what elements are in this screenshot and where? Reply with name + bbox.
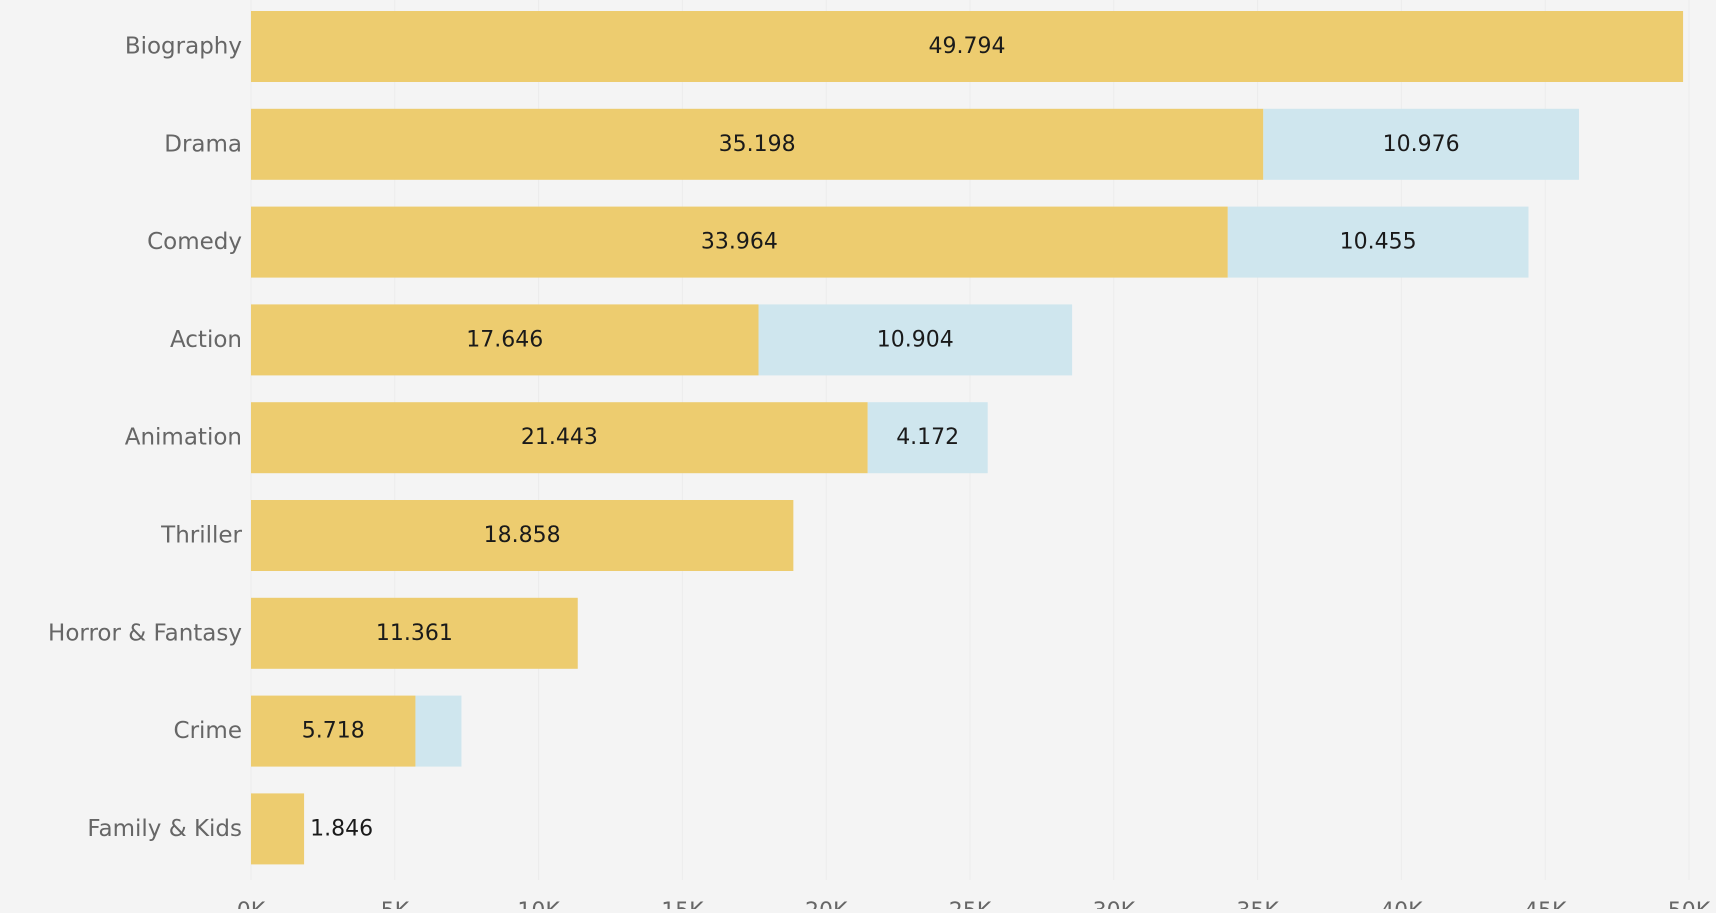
x-tick-label: 15K	[661, 899, 704, 909]
bar-segment	[251, 206, 1228, 278]
x-tick-label: 50K	[1668, 899, 1711, 909]
bar-value-label: 49.794	[929, 34, 1006, 59]
bar-segment	[251, 695, 416, 767]
bar-value-label: 17.646	[466, 327, 543, 352]
bar-value-label: 21.443	[521, 425, 598, 450]
category-label: Comedy	[147, 229, 242, 255]
bar-segment	[415, 695, 462, 767]
category-label: Family & Kids	[87, 816, 242, 842]
bar-segment	[251, 402, 868, 474]
bar-value-label: 18.858	[484, 523, 561, 548]
bar-value-label: 10.976	[1383, 132, 1460, 157]
bars	[251, 11, 1684, 865]
bar-value-label: 35.198	[719, 132, 796, 157]
bar-segment	[251, 11, 1684, 82]
category-label: Thriller	[160, 523, 242, 549]
bar-segment	[251, 793, 305, 865]
category-label: Biography	[125, 34, 242, 60]
x-tick-label: 10K	[517, 899, 560, 909]
category-label: Horror & Fantasy	[48, 620, 242, 646]
category-label: Crime	[174, 718, 242, 744]
bar-value-label: 10.455	[1340, 230, 1417, 255]
bar-segment	[251, 304, 759, 376]
bar-segment	[251, 500, 794, 571]
category-label: Action	[170, 327, 242, 353]
x-tick-label: 5K	[381, 899, 410, 909]
bar-segment	[758, 304, 1073, 376]
bar-segment	[1263, 108, 1579, 180]
bar-labels: 49.794 35.198 10.976 33.964 10.455 17.646 10.9…	[302, 34, 1460, 841]
bar-value-label: 10.904	[877, 327, 954, 352]
category-label: Animation	[125, 425, 242, 451]
x-axis-tick-labels: 0K 5K 10K 15K 20K 25K 30K 35K 40K 45K 50K	[237, 899, 1711, 913]
bar-segment	[867, 402, 988, 474]
bar-value-label: 5.718	[302, 719, 365, 744]
bar-value-label: 4.172	[896, 425, 959, 450]
x-tick-label: 40K	[1380, 899, 1423, 909]
category-labels: Biography Drama Comedy Action Animation Thril…	[48, 34, 242, 842]
bar-segment	[1227, 206, 1529, 278]
bar-segment	[251, 597, 578, 669]
x-tick-label: 25K	[949, 899, 992, 909]
x-tick-label: 45K	[1524, 899, 1567, 909]
x-tick-label: 20K	[805, 899, 848, 909]
x-tick-label: 30K	[1093, 899, 1136, 909]
bar-segment	[251, 108, 1264, 180]
category-label: Drama	[164, 131, 242, 157]
x-tick-label: 0K	[237, 899, 266, 909]
bar-value-label: 33.964	[701, 230, 778, 255]
bar-value-label: 1.846	[310, 816, 373, 841]
x-tick-label: 35K	[1236, 899, 1279, 909]
bar-value-label: 11.361	[376, 621, 453, 646]
